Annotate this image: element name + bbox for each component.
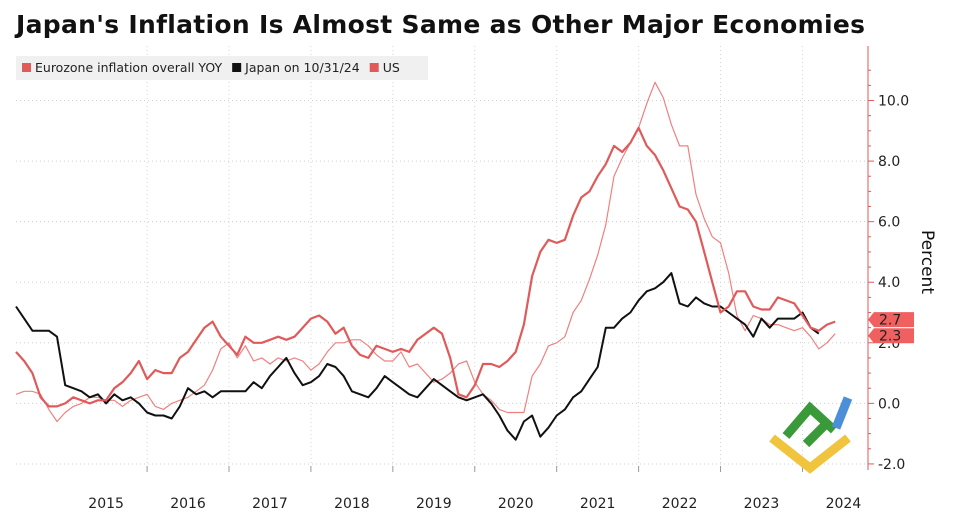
legend-swatch [22, 63, 31, 72]
legend-entry: US [369, 60, 400, 75]
x-tick-label: 2021 [580, 496, 616, 512]
legend: Eurozone inflation overall YOY Japan on 1… [16, 56, 428, 80]
x-tick-label: 2024 [826, 496, 862, 512]
x-tick-label: 2016 [170, 496, 206, 512]
series-layer [15, 81, 836, 441]
y-axis-label: Percent [917, 230, 937, 294]
legend-label: Eurozone inflation overall YOY [35, 60, 223, 75]
y-tick-label: 6.0 [878, 215, 900, 231]
chart-title: Japan's Inflation Is Almost Same as Othe… [16, 10, 866, 39]
y-tick-label: 0.0 [878, 396, 900, 412]
legend-label: US [383, 60, 400, 75]
legend-swatch [369, 63, 379, 72]
watermark-logo [769, 396, 853, 474]
x-tick-label: 2015 [88, 496, 124, 512]
legend-background [16, 56, 428, 80]
x-tick-label: 2022 [662, 496, 698, 512]
x-tick-label: 2019 [416, 496, 452, 512]
end-value-label: 2.3 [879, 329, 901, 345]
end-value-callouts: 2.72.3 [868, 312, 914, 345]
y-tick-label: -2.0 [878, 457, 905, 473]
y-tick-label: 10.0 [878, 94, 909, 110]
series-line [15, 272, 820, 441]
x-tick-label: 2023 [744, 496, 780, 512]
series-line [15, 126, 836, 408]
end-value-box [868, 312, 914, 328]
x-tick-label: 2020 [498, 496, 534, 512]
legend-label: Japan on 10/31/24 [244, 60, 360, 75]
legend-swatch [232, 63, 242, 72]
end-value-box [868, 328, 914, 344]
y-tick-label: 8.0 [878, 154, 900, 170]
series-line [15, 81, 836, 423]
x-tick-label: 2018 [334, 496, 370, 512]
grid-layer [16, 46, 868, 470]
y-tick-label: 4.0 [878, 275, 900, 291]
end-value-callout: 2.7 [868, 312, 914, 329]
x-tick-label: 2017 [252, 496, 288, 512]
end-value-label: 2.7 [879, 313, 901, 329]
legend-entry: Japan on 10/31/24 [232, 60, 360, 75]
legend-entry: Eurozone inflation overall YOY [22, 60, 223, 75]
end-value-callout: 2.3 [868, 328, 914, 345]
